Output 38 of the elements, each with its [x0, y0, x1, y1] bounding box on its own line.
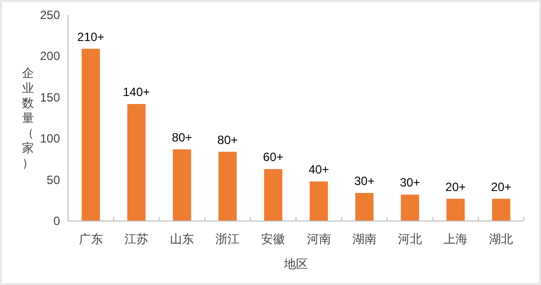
- data-label: 140+: [122, 84, 150, 99]
- data-label: 210+: [77, 30, 104, 44]
- x-tick-label: 河南: [306, 232, 331, 246]
- data-label: 60+: [263, 150, 284, 164]
- bar: [218, 152, 237, 221]
- y-tick-label: 100: [40, 132, 60, 146]
- data-label: 80+: [172, 130, 192, 144]
- y-tick-label: 0: [53, 214, 60, 228]
- y-tick-label: 250: [40, 8, 60, 22]
- data-label: 40+: [308, 162, 329, 176]
- bar: [446, 198, 465, 221]
- bar: [310, 181, 328, 221]
- x-tick-label: 湖南: [352, 232, 376, 246]
- y-tick-label: 150: [40, 90, 60, 104]
- data-label: 20+: [491, 180, 512, 194]
- x-tick-label: 上海: [444, 232, 468, 246]
- x-tick-label: 江苏: [124, 232, 148, 246]
- x-tick-label: 安徽: [261, 232, 286, 246]
- x-axis-title: 地区: [283, 257, 308, 271]
- y-axis-title: 企业数量（家）: [22, 66, 34, 170]
- x-tick-label: 浙江: [216, 232, 240, 246]
- bar: [492, 198, 510, 221]
- x-tick-label: 山东: [170, 232, 194, 246]
- data-label: 30+: [400, 176, 420, 190]
- bar: [264, 169, 282, 221]
- bar: [355, 192, 374, 221]
- bar: [172, 149, 192, 221]
- bar: [82, 48, 100, 221]
- data-label: 80+: [217, 132, 238, 147]
- data-label: 20+: [445, 180, 466, 194]
- x-tick-label: 湖北: [489, 232, 514, 246]
- data-label: 30+: [354, 174, 375, 188]
- y-tick-label: 200: [40, 49, 60, 64]
- y-tick-label: 50: [46, 172, 60, 187]
- x-tick-label: 河北: [398, 232, 422, 246]
- x-tick-label: 广东: [78, 232, 103, 246]
- bar: [127, 104, 146, 221]
- bar: [400, 194, 420, 221]
